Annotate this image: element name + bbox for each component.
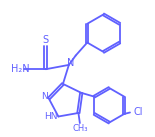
Text: Cl: Cl: [134, 107, 143, 117]
Text: CH₃: CH₃: [72, 124, 88, 133]
Text: S: S: [43, 35, 49, 45]
Text: N: N: [41, 92, 48, 101]
Text: HN: HN: [44, 112, 57, 121]
Text: H₂N: H₂N: [11, 64, 29, 74]
Text: N: N: [67, 58, 74, 68]
